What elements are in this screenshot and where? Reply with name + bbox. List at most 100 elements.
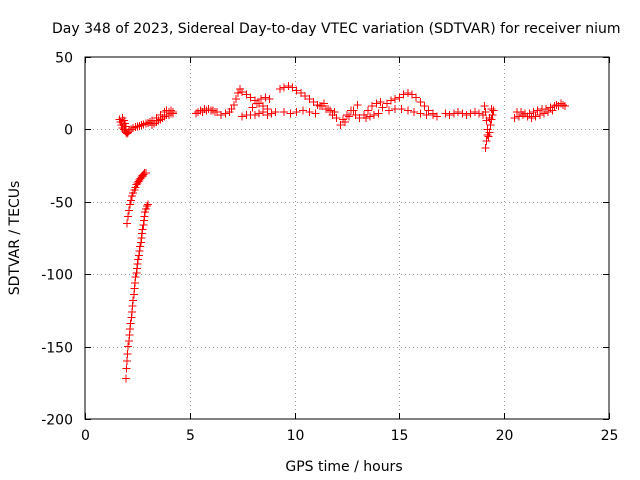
data-point	[485, 113, 494, 122]
data-point	[208, 106, 217, 115]
data-point	[142, 202, 151, 211]
data-point	[139, 216, 148, 225]
data-point	[484, 132, 493, 141]
data-point	[286, 109, 295, 118]
x-tick-label: 15	[391, 428, 409, 444]
data-point	[397, 105, 406, 114]
data-point	[338, 115, 347, 124]
y-tick-label: -50	[50, 196, 73, 212]
data-point	[133, 122, 142, 131]
data-point	[345, 112, 354, 121]
data-point	[128, 302, 137, 311]
data-point	[387, 96, 396, 105]
data-point	[134, 251, 143, 260]
data-point	[391, 94, 400, 103]
data-point	[271, 108, 280, 117]
data-point	[234, 89, 243, 98]
data-point	[527, 113, 536, 122]
data-point	[516, 108, 525, 117]
data-point	[296, 89, 305, 98]
data-point	[301, 92, 310, 101]
data-point	[121, 374, 130, 383]
data-point	[127, 307, 136, 316]
data-point	[462, 110, 471, 119]
chart-title: Day 348 of 2023, Sidereal Day-to-day VTE…	[52, 21, 621, 37]
data-point	[127, 313, 136, 322]
data-point	[336, 121, 345, 130]
data-point	[382, 99, 391, 108]
data-point	[326, 106, 335, 115]
data-point	[305, 94, 314, 103]
data-point	[166, 106, 175, 115]
data-point	[332, 113, 341, 122]
data-point	[540, 109, 549, 118]
data-point	[138, 229, 147, 238]
data-point	[267, 109, 276, 118]
y-axis-title: SDTVAR / TECUs	[7, 181, 23, 296]
data-point	[403, 106, 412, 115]
data-point	[546, 103, 555, 112]
data-point	[347, 106, 356, 115]
data-point	[148, 116, 157, 125]
data-point	[399, 90, 408, 99]
data-point	[368, 102, 377, 111]
data-point	[204, 105, 213, 114]
data-point	[412, 93, 421, 102]
data-point	[140, 212, 149, 221]
data-point	[424, 106, 433, 115]
data-point	[136, 238, 145, 247]
data-point	[122, 364, 131, 373]
data-point	[137, 234, 146, 242]
data-point	[135, 121, 144, 130]
data-point	[252, 99, 261, 108]
data-point	[441, 109, 450, 118]
data-point	[131, 123, 140, 132]
data-point	[250, 110, 259, 119]
data-point	[123, 212, 132, 221]
data-point	[374, 109, 383, 118]
data-point	[481, 144, 490, 153]
data-point	[529, 108, 538, 117]
data-point	[366, 112, 375, 121]
x-tick-label: 20	[496, 428, 514, 444]
data-point	[136, 242, 145, 251]
data-point	[265, 94, 274, 103]
data-point	[126, 200, 135, 209]
data-point	[531, 112, 540, 121]
data-point	[535, 110, 544, 119]
data-point	[129, 290, 138, 299]
data-point	[328, 110, 337, 119]
data-point	[156, 110, 165, 119]
data-point	[428, 110, 437, 119]
data-point	[487, 105, 496, 114]
data-point	[313, 100, 322, 109]
data-point	[125, 331, 134, 340]
data-point	[135, 247, 144, 256]
data-point	[481, 108, 490, 117]
data-point	[372, 99, 381, 108]
data-point	[384, 106, 393, 115]
data-point	[480, 102, 489, 111]
data-point	[483, 131, 492, 140]
data-point	[560, 102, 569, 111]
data-point	[261, 93, 270, 102]
data-point	[353, 100, 362, 109]
data-point	[127, 196, 136, 205]
data-point	[552, 100, 561, 109]
data-point	[124, 336, 133, 345]
data-point	[361, 113, 370, 122]
x-tick-label: 0	[81, 428, 90, 444]
data-point	[137, 121, 146, 130]
data-point	[213, 108, 222, 117]
data-point	[416, 97, 425, 106]
data-point	[229, 100, 238, 109]
data-point	[489, 106, 498, 115]
data-point	[141, 168, 150, 177]
data-point	[395, 93, 404, 102]
data-point	[143, 200, 152, 209]
data-point	[152, 113, 161, 122]
data-point	[280, 83, 289, 92]
data-point	[315, 102, 324, 111]
data-point	[324, 105, 333, 114]
